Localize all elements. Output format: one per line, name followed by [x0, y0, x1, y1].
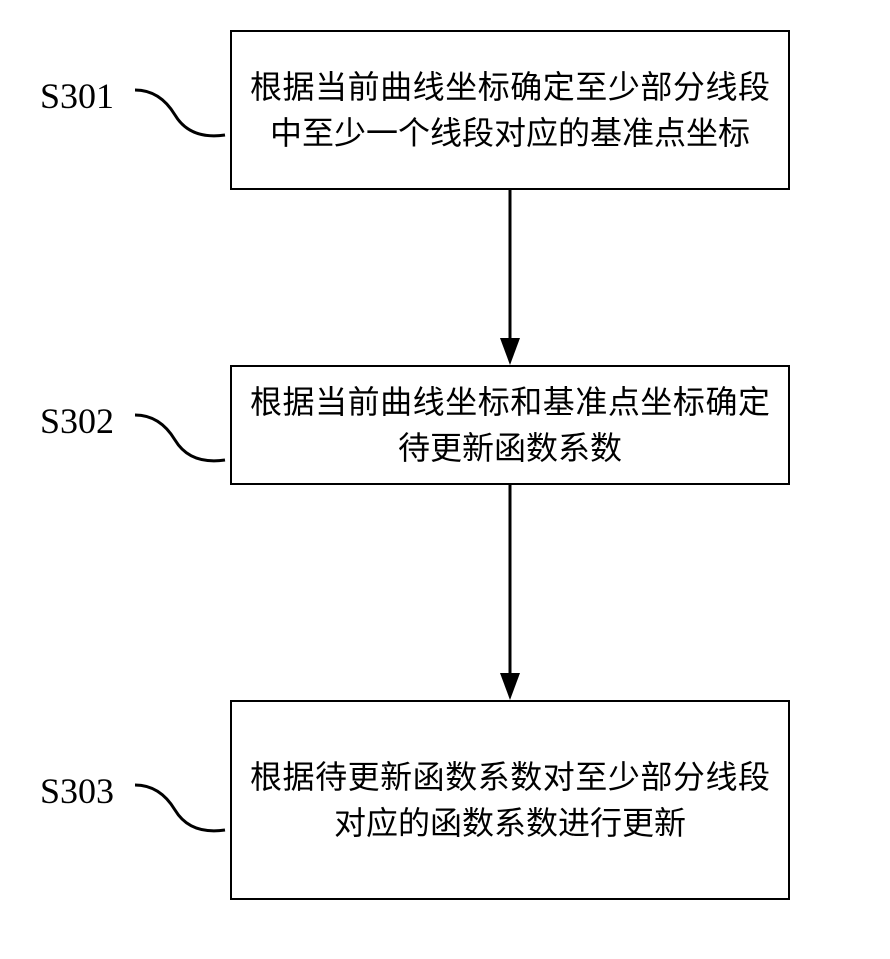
- connector-s301: [130, 85, 230, 145]
- step-text-s301: 根据当前曲线坐标确定至少部分线段中至少一个线段对应的基准点坐标: [250, 64, 770, 157]
- connector-s303: [130, 780, 230, 840]
- arrow-s302-to-s303: [500, 485, 520, 700]
- connector-s302: [130, 410, 230, 470]
- flowchart-container: S301 根据当前曲线坐标确定至少部分线段中至少一个线段对应的基准点坐标 S30…: [0, 0, 890, 959]
- step-label-s303: S303: [40, 770, 114, 812]
- arrow-s301-to-s302: [500, 190, 520, 365]
- step-box-s303: 根据待更新函数系数对至少部分线段对应的函数系数进行更新: [230, 700, 790, 900]
- step-label-s302: S302: [40, 400, 114, 442]
- step-box-s301: 根据当前曲线坐标确定至少部分线段中至少一个线段对应的基准点坐标: [230, 30, 790, 190]
- step-box-s302: 根据当前曲线坐标和基准点坐标确定待更新函数系数: [230, 365, 790, 485]
- step-text-s302: 根据当前曲线坐标和基准点坐标确定待更新函数系数: [250, 379, 770, 472]
- step-label-s301: S301: [40, 75, 114, 117]
- step-text-s303: 根据待更新函数系数对至少部分线段对应的函数系数进行更新: [250, 754, 770, 847]
